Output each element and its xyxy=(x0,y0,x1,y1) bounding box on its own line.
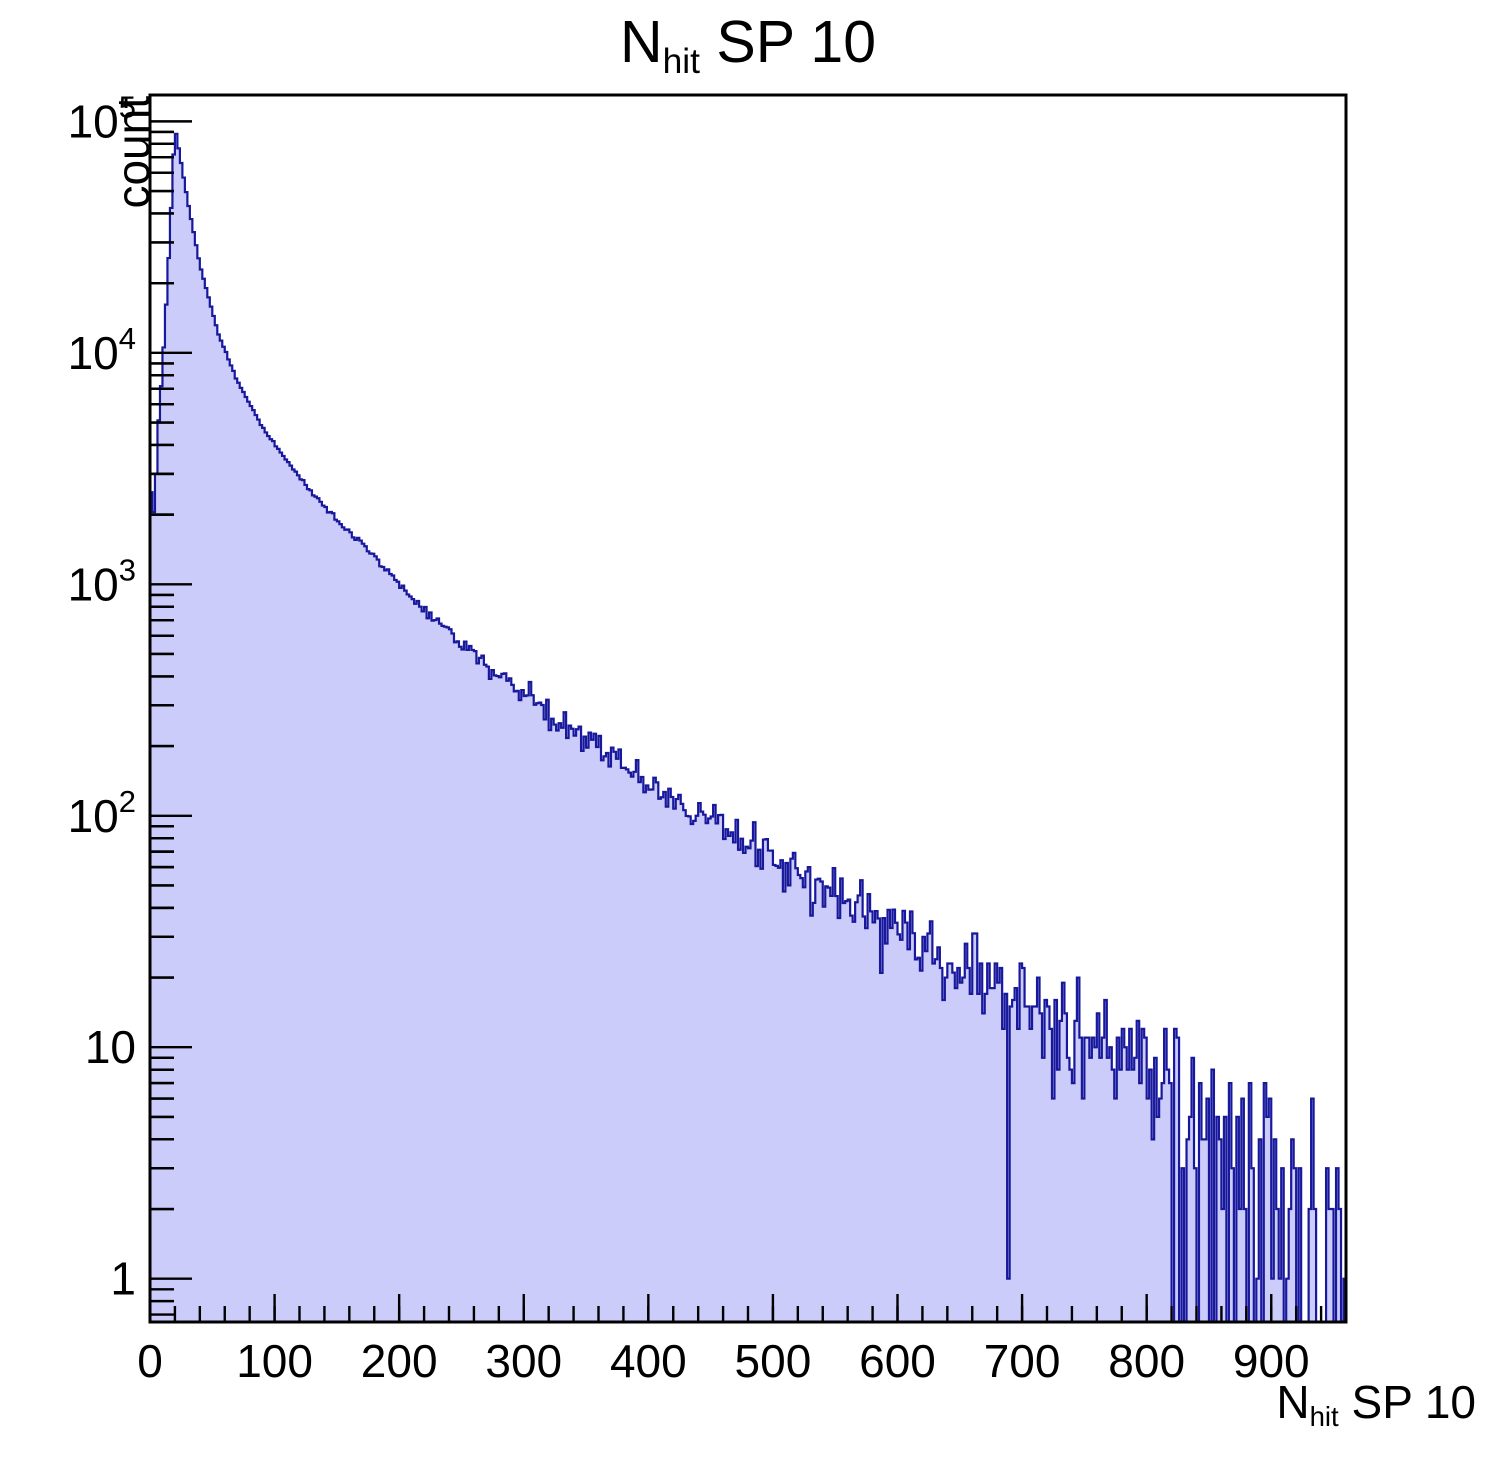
x-axis-title-suffix: SP 10 xyxy=(1338,1376,1477,1428)
y-tick-label: 105 xyxy=(68,89,136,147)
x-tick-label: 300 xyxy=(485,1335,562,1387)
plot-frame xyxy=(148,93,1348,1324)
page-title: Nhit SP 10 xyxy=(0,6,1496,86)
x-axis-title: Nhit SP 10 xyxy=(1276,1376,1476,1435)
x-axis-title-subscript: hit xyxy=(1309,1401,1339,1433)
x-tick-label: 500 xyxy=(735,1335,812,1387)
y-tick-label: 103 xyxy=(68,552,136,610)
x-tick-label: 200 xyxy=(361,1335,438,1387)
x-tick-label: 700 xyxy=(984,1335,1061,1387)
histogram-fill xyxy=(150,133,1346,1322)
x-tick-label: 100 xyxy=(236,1335,313,1387)
x-tick-label: 900 xyxy=(1233,1335,1310,1387)
histogram-outline xyxy=(150,132,1346,1324)
title-subscript: hit xyxy=(662,40,700,81)
y-tick-label: 102 xyxy=(68,784,136,842)
y-tick-label: 1 xyxy=(110,1253,136,1305)
x-tick-label: 400 xyxy=(610,1335,687,1387)
y-tick-label: 104 xyxy=(68,321,136,379)
y-tick-label: 10 xyxy=(85,1021,136,1073)
x-tick-label: 800 xyxy=(1108,1335,1185,1387)
x-tick-label: 0 xyxy=(137,1335,163,1387)
title-suffix: SP 10 xyxy=(699,9,877,75)
x-axis-title-prefix: N xyxy=(1276,1376,1310,1428)
axis-tick-labels: 0 100 200 300 400 500 600 700 800 900 1 10 102 103 104… xyxy=(68,89,1310,1387)
title-prefix: N xyxy=(619,9,663,75)
axis-ticks xyxy=(148,120,1348,1322)
x-tick-label: 600 xyxy=(859,1335,936,1387)
